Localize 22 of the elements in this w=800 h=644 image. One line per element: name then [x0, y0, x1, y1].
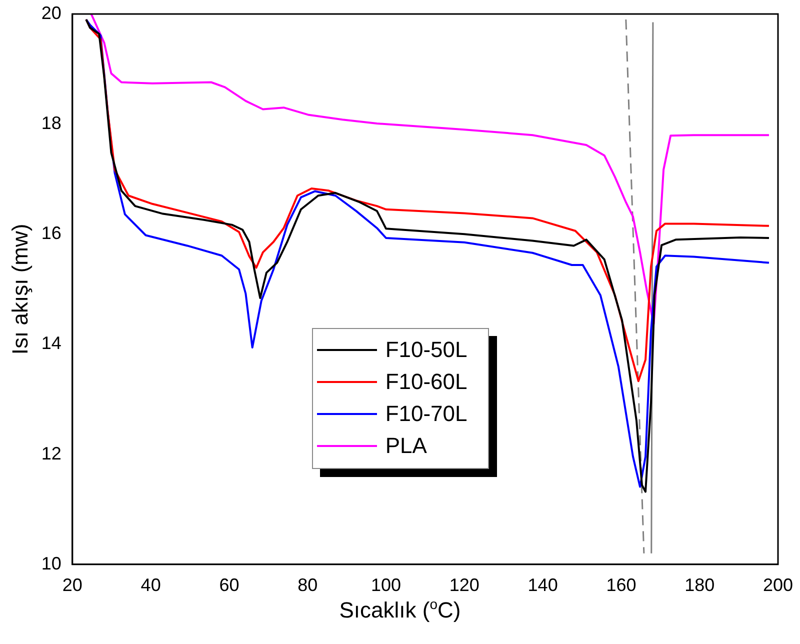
y-tick-label: 10: [41, 553, 62, 574]
x-tick-label: 160: [606, 575, 636, 596]
y-tick-label: 12: [41, 443, 62, 464]
y-axis-title: Isı akışı (mw): [7, 224, 32, 355]
y-tick-label: 18: [41, 113, 62, 134]
x-tick-label: 20: [62, 575, 82, 596]
legend-label: PLA: [385, 432, 427, 459]
x-tick-label: 180: [684, 575, 715, 596]
legend-label: F10-50L: [385, 336, 468, 363]
legend-label: F10-60L: [385, 368, 468, 395]
x-tick-label: 200: [762, 575, 794, 596]
legend-label: F10-70L: [385, 400, 468, 427]
y-tick-label: 20: [41, 2, 62, 23]
y-tick-label: 16: [41, 223, 62, 244]
x-tick-label: 120: [449, 575, 480, 596]
x-axis-title: Sıcaklık ($^{o}$C): [338, 596, 462, 624]
x-tick-label: 80: [298, 575, 318, 596]
y-tick-label: 14: [41, 333, 62, 354]
x-tick-label: 60: [219, 575, 240, 596]
x-tick-label: 140: [528, 575, 558, 596]
x-tick-label: 100: [370, 575, 402, 596]
x-tick-label: 40: [140, 575, 161, 596]
